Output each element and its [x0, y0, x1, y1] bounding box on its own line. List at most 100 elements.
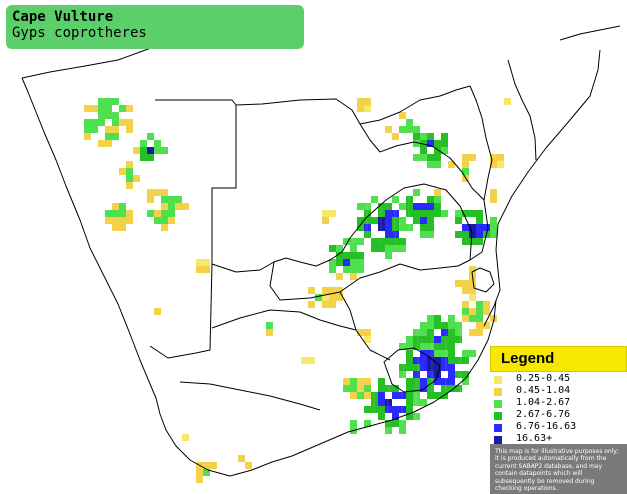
- occurrence-cell: [154, 140, 161, 147]
- occurrence-cell: [434, 357, 441, 364]
- occurrence-cell: [119, 217, 126, 224]
- scientific-name: Gyps coprotheres: [12, 25, 147, 41]
- occurrence-cell: [364, 224, 371, 231]
- occurrence-cell: [476, 301, 483, 308]
- occurrence-cell: [476, 238, 483, 245]
- occurrence-cell: [350, 259, 357, 266]
- occurrence-cell: [406, 392, 413, 399]
- occurrence-cell: [140, 140, 147, 147]
- occurrence-cell: [357, 385, 364, 392]
- occurrence-cell: [105, 140, 112, 147]
- occurrence-cell: [350, 238, 357, 245]
- occurrence-cell: [119, 210, 126, 217]
- occurrence-cell: [119, 224, 126, 231]
- occurrence-cell: [406, 413, 413, 420]
- occurrence-cell: [413, 371, 420, 378]
- occurrence-cell: [364, 378, 371, 385]
- occurrence-cell: [140, 147, 147, 154]
- occurrence-cell: [427, 378, 434, 385]
- occurrence-cell: [161, 189, 168, 196]
- zimbabwe-moz: [379, 141, 485, 201]
- occurrence-cell: [371, 399, 378, 406]
- occurrence-cell: [420, 203, 427, 210]
- occurrence-cell: [469, 224, 476, 231]
- north-border: [559, 25, 621, 41]
- occurrence-cell: [112, 217, 119, 224]
- occurrence-cell: [322, 294, 329, 301]
- occurrence-cell: [399, 245, 406, 252]
- occurrence-cell: [308, 287, 315, 294]
- occurrence-cell: [161, 224, 168, 231]
- occurrence-cell: [392, 196, 399, 203]
- occurrence-cell: [91, 119, 98, 126]
- occurrence-cell: [448, 364, 455, 371]
- occurrence-cell: [448, 315, 455, 322]
- legend-body: 0.25-0.45 0.45-1.04 1.04-2.67 2.67-6.76 …: [490, 372, 627, 444]
- occurrence-cell: [434, 343, 441, 350]
- occurrence-cell: [119, 203, 126, 210]
- occurrence-cell: [434, 203, 441, 210]
- occurrence-cell: [427, 392, 434, 399]
- legend-title: Legend: [501, 350, 555, 367]
- occurrence-cell: [455, 217, 462, 224]
- occurrence-cell: [462, 371, 469, 378]
- occurrence-cell: [385, 231, 392, 238]
- occurrence-cell: [385, 245, 392, 252]
- occurrence-cell: [91, 105, 98, 112]
- occurrence-cell: [399, 112, 406, 119]
- occurrence-cell: [357, 224, 364, 231]
- occurrence-cell: [448, 378, 455, 385]
- occurrence-cell: [371, 392, 378, 399]
- occurrence-cell: [406, 364, 413, 371]
- disclaimer-note: This map is for illustrative purposes on…: [490, 444, 627, 494]
- occurrence-cell: [350, 385, 357, 392]
- occurrence-cell: [385, 427, 392, 434]
- occurrence-cell: [420, 336, 427, 343]
- occurrence-cell: [105, 133, 112, 140]
- occurrence-cell: [420, 210, 427, 217]
- occurrence-cell: [497, 154, 504, 161]
- occurrence-cell: [413, 203, 420, 210]
- occurrence-cell: [420, 399, 427, 406]
- occurrence-cell: [434, 364, 441, 371]
- legend-item: 1.04-2.67: [494, 397, 624, 410]
- occurrence-cell: [371, 217, 378, 224]
- occurrence-cell: [469, 350, 476, 357]
- occurrence-cell: [462, 161, 469, 168]
- occurrence-cell: [427, 161, 434, 168]
- occurrence-cell: [490, 217, 497, 224]
- occurrence-cell: [448, 322, 455, 329]
- occurrence-cell: [476, 329, 483, 336]
- legend-label: 2.67-6.76: [516, 409, 571, 420]
- occurrence-cell: [126, 105, 133, 112]
- occurrence-cell: [168, 203, 175, 210]
- occurrence-cell: [308, 301, 315, 308]
- occurrence-cell: [427, 350, 434, 357]
- occurrence-cell: [413, 392, 420, 399]
- occurrence-cell: [413, 133, 420, 140]
- occurrence-cell: [399, 343, 406, 350]
- occurrence-cell: [413, 154, 420, 161]
- occurrence-cell: [245, 462, 252, 469]
- occurrence-cell: [392, 392, 399, 399]
- occurrence-cell: [196, 259, 203, 266]
- occurrence-cell: [427, 364, 434, 371]
- occurrence-cell: [462, 238, 469, 245]
- occurrence-cell: [441, 329, 448, 336]
- occurrence-cell: [343, 266, 350, 273]
- occurrence-cell: [364, 392, 371, 399]
- occurrence-cell: [427, 224, 434, 231]
- occurrence-cell: [364, 203, 371, 210]
- occurrence-cell: [469, 154, 476, 161]
- occurrence-cell: [469, 231, 476, 238]
- occurrence-cell: [378, 210, 385, 217]
- occurrence-cell: [413, 357, 420, 364]
- occurrence-cell: [399, 427, 406, 434]
- occurrence-cell: [490, 161, 497, 168]
- occurrence-cell: [364, 210, 371, 217]
- occurrence-cell: [147, 196, 154, 203]
- occurrence-cell: [98, 140, 105, 147]
- occurrence-cell: [406, 357, 413, 364]
- occurrence-cell: [105, 217, 112, 224]
- occurrence-cell: [308, 357, 315, 364]
